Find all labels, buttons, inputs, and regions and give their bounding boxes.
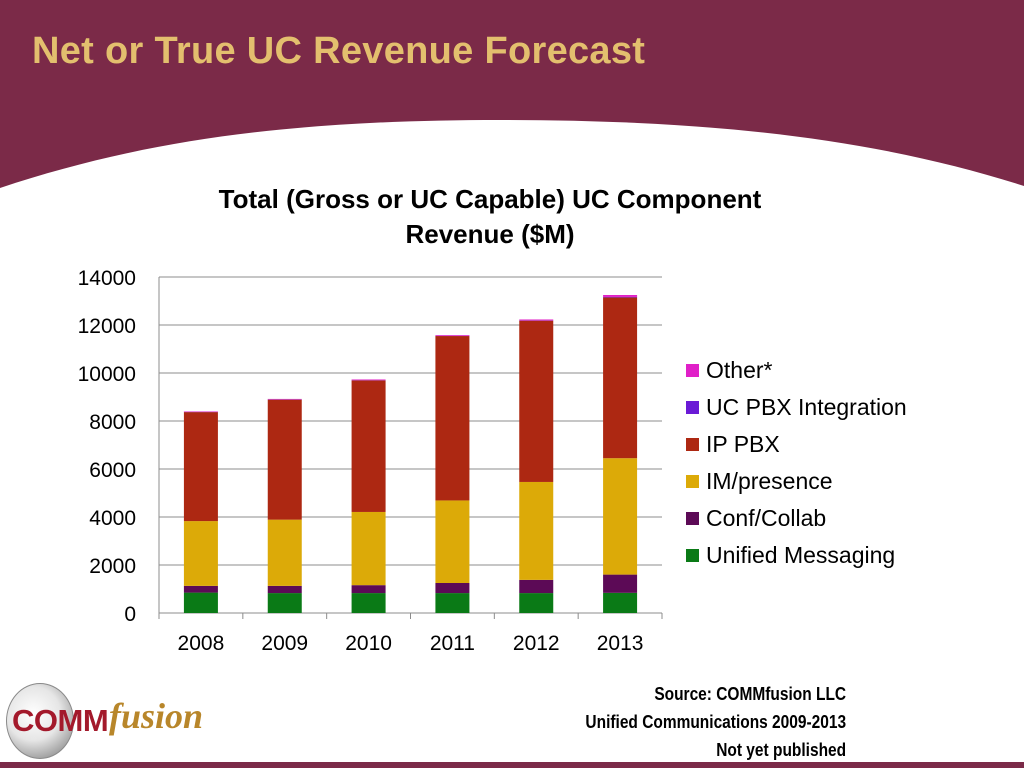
legend-swatch-unified-messaging: [686, 549, 699, 562]
bottom-band: [0, 762, 1024, 768]
bar-im-presence-2011: [435, 500, 470, 583]
bar-other-2012: [519, 319, 554, 321]
legend-label-ip-pbx: IP PBX: [706, 431, 780, 457]
logo-sphere-icon: [6, 683, 74, 759]
source-note: Source: COMMfusion LLC Unified Communica…: [543, 680, 846, 764]
x-tick-label-2010: 2010: [345, 632, 392, 655]
bar-unified-messaging-2008: [183, 592, 218, 613]
bar-other-2011: [435, 335, 470, 336]
legend-swatch-uc-pbx-integration: [686, 401, 699, 414]
bar-ip-pbx-2011: [435, 336, 470, 501]
legend-label-im-presence: IM/presence: [706, 468, 833, 494]
legend-swatch-ip-pbx: [686, 438, 699, 451]
bar-unified-messaging-2013: [603, 592, 638, 613]
bar-unified-messaging-2012: [519, 593, 554, 613]
y-tick-label-2000: 2000: [89, 555, 136, 578]
y-tick-label-12000: 12000: [78, 315, 136, 338]
bar-other-2013: [603, 295, 638, 297]
source-line-1: Source: COMMfusion LLC: [654, 684, 846, 704]
bar-ip-pbx-2010: [351, 380, 386, 512]
slide-title: Net or True UC Revenue Forecast: [32, 30, 646, 72]
bar-unified-messaging-2010: [351, 593, 386, 613]
bar-ip-pbx-2013: [603, 297, 638, 459]
bar-im-presence-2012: [519, 481, 554, 580]
legend-swatch-other: [686, 364, 699, 377]
legend-label-unified-messaging: Unified Messaging: [706, 542, 896, 568]
content-panel: [0, 120, 1024, 762]
commfusion-logo: COMM fusion: [6, 683, 206, 763]
legend-item-uc-pbx-integration: UC PBX Integration: [686, 389, 907, 426]
bar-conf-collab-2010: [351, 585, 386, 594]
bar-conf-collab-2013: [603, 574, 638, 593]
x-tick-label-2013: 2013: [597, 632, 644, 655]
bar-conf-collab-2011: [435, 583, 470, 594]
y-tick-label-6000: 6000: [89, 459, 136, 482]
legend-label-uc-pbx-integration: UC PBX Integration: [706, 394, 907, 420]
bar-conf-collab-2009: [267, 585, 302, 594]
legend-label-other: Other*: [706, 357, 773, 383]
source-line-2: Unified Communications 2009-2013: [585, 712, 846, 732]
chart-title-line-2: Revenue ($M): [405, 219, 575, 249]
y-tick-label-0: 0: [124, 603, 136, 626]
bar-conf-collab-2008: [183, 585, 218, 593]
logo-fusion-text: fusion: [109, 696, 204, 736]
x-tick-label-2012: 2012: [513, 632, 560, 655]
y-tick-label-14000: 14000: [78, 267, 136, 290]
x-tick-label-2008: 2008: [178, 632, 225, 655]
legend-item-conf-collab: Conf/Collab: [686, 500, 907, 537]
logo-comm-text: COMM: [12, 703, 109, 738]
legend-swatch-conf-collab: [686, 512, 699, 525]
legend-item-ip-pbx: IP PBX: [686, 426, 907, 463]
y-tick-label-4000: 4000: [89, 507, 136, 530]
y-tick-label-10000: 10000: [78, 363, 136, 386]
chart-legend: Other* UC PBX Integration IP PBX IM/pres…: [686, 352, 907, 574]
source-line-3: Not yet published: [716, 740, 846, 760]
legend-item-unified-messaging: Unified Messaging: [686, 537, 907, 574]
legend-item-im-presence: IM/presence: [686, 463, 907, 500]
bar-ip-pbx-2012: [519, 320, 554, 482]
bar-ip-pbx-2008: [183, 412, 218, 522]
x-tick-label-2011: 2011: [430, 632, 475, 655]
x-tick-label-2009: 2009: [261, 632, 308, 655]
bar-unified-messaging-2009: [267, 593, 302, 613]
bar-conf-collab-2012: [519, 579, 554, 594]
bar-im-presence-2009: [267, 519, 302, 586]
y-tick-label-8000: 8000: [89, 411, 136, 434]
legend-item-other: Other*: [686, 352, 907, 389]
legend-swatch-im-presence: [686, 475, 699, 488]
chart-title-line-1: Total (Gross or UC Capable) UC Component: [218, 184, 762, 214]
bar-ip-pbx-2009: [267, 399, 302, 520]
bar-other-2010: [351, 379, 386, 381]
bar-im-presence-2008: [183, 521, 218, 586]
bar-im-presence-2010: [351, 511, 386, 586]
bar-im-presence-2013: [603, 458, 638, 575]
bar-unified-messaging-2011: [435, 593, 470, 613]
legend-label-conf-collab: Conf/Collab: [706, 505, 827, 531]
chart-title: Total (Gross or UC Capable) UC Component…: [140, 182, 840, 252]
